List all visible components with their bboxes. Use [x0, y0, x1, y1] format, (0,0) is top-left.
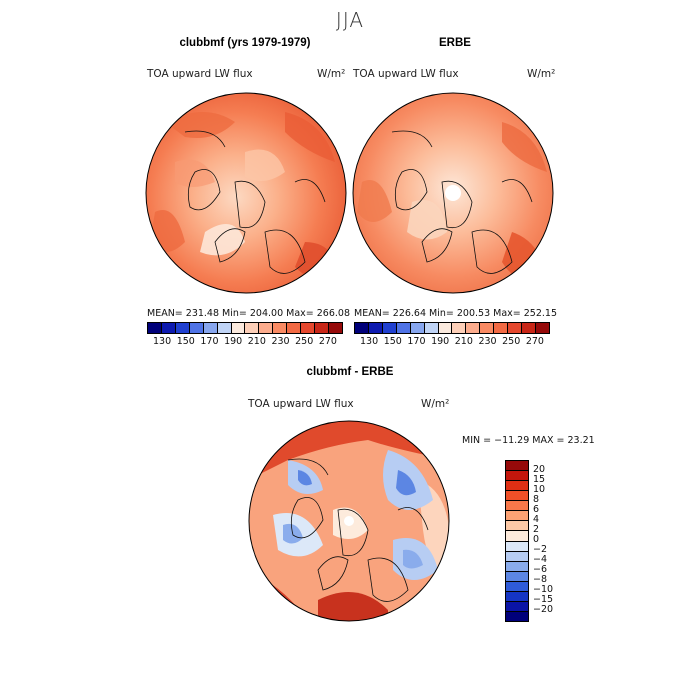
- colorbar-tick-label: 150: [176, 336, 195, 347]
- colorbar-tick-label: −8: [533, 574, 548, 585]
- colorbar-tick-label: −20: [533, 604, 554, 615]
- colorbar-swatch: [452, 323, 467, 333]
- colorbar-tick-label: 170: [200, 336, 219, 347]
- panel2-colorbar: 130 150 170 190 210 230 250 270: [354, 322, 550, 347]
- colorbar-swatch: [148, 323, 162, 333]
- colorbar-swatch: [438, 323, 453, 333]
- colorbar-swatch: [203, 323, 218, 333]
- colorbar-swatch: [506, 591, 528, 602]
- colorbar-tick-label: 10: [533, 484, 546, 495]
- panel1-subtitle: TOA upward LW flux: [147, 68, 253, 80]
- colorbar-swatch: [396, 323, 411, 333]
- diff-title: clubbmf - ERBE: [306, 366, 394, 378]
- diff-colorbar-swatches: [505, 460, 529, 622]
- colorbar-swatch: [161, 323, 176, 333]
- colorbar-swatch: [535, 323, 549, 333]
- panel1-colorbar-ticks: 130 150 170 190 210 230 250 270: [147, 336, 343, 347]
- season-title: JJA: [335, 8, 365, 32]
- colorbar-tick-label: 0: [533, 534, 540, 545]
- panel2-map: [352, 92, 554, 294]
- colorbar-tick-label: 270: [525, 336, 544, 347]
- colorbar-swatch: [506, 541, 528, 552]
- panel1-stats: MEAN= 231.48 Min= 204.00 Max= 266.08: [147, 308, 351, 319]
- diff-colorbar: [505, 460, 529, 622]
- colorbar-swatch: [506, 571, 528, 582]
- colorbar-swatch: [480, 323, 495, 333]
- colorbar-swatch: [506, 461, 528, 472]
- colorbar-swatch: [466, 323, 481, 333]
- diff-stats: MIN = −11.29 MAX = 23.21: [462, 435, 595, 446]
- colorbar-tick-label: 15: [533, 474, 546, 485]
- colorbar-tick-label: 6: [533, 504, 540, 515]
- colorbar-swatch: [506, 501, 528, 512]
- colorbar-tick-label: −6: [533, 564, 548, 575]
- colorbar-tick-label: 250: [295, 336, 314, 347]
- colorbar-tick-label: 210: [247, 336, 266, 347]
- colorbar-tick-label: 270: [318, 336, 337, 347]
- colorbar-swatch: [506, 481, 528, 492]
- colorbar-swatch: [506, 611, 528, 621]
- colorbar-tick-label: −2: [533, 544, 548, 555]
- panel2-subtitle: TOA upward LW flux: [353, 68, 459, 80]
- colorbar-swatch: [506, 491, 528, 502]
- colorbar-swatch: [273, 323, 288, 333]
- diff-subtitle: TOA upward LW flux: [248, 398, 354, 410]
- colorbar-tick-label: 190: [431, 336, 450, 347]
- colorbar-swatch: [259, 323, 274, 333]
- colorbar-swatch: [287, 323, 302, 333]
- colorbar-swatch: [424, 323, 439, 333]
- colorbar-swatch: [189, 323, 204, 333]
- colorbar-swatch: [506, 471, 528, 482]
- colorbar-tick-label: 170: [407, 336, 426, 347]
- colorbar-swatch: [508, 323, 523, 333]
- panel1-title: clubbmf (yrs 1979-1979): [179, 37, 311, 49]
- colorbar-swatch: [217, 323, 232, 333]
- colorbar-tick-label: 8: [533, 494, 540, 505]
- colorbar-tick-label: 2: [533, 524, 540, 535]
- colorbar-swatch: [506, 601, 528, 612]
- colorbar-swatch: [506, 551, 528, 562]
- colorbar-tick-label: 230: [478, 336, 497, 347]
- colorbar-swatch: [355, 323, 369, 333]
- diff-map: [248, 420, 450, 622]
- colorbar-swatch: [506, 521, 528, 532]
- diff-units: W/m²: [421, 398, 450, 410]
- colorbar-swatch: [506, 561, 528, 572]
- colorbar-swatch: [382, 323, 397, 333]
- colorbar-swatch: [315, 323, 329, 333]
- colorbar-swatch: [328, 323, 342, 333]
- colorbar-swatch: [301, 323, 316, 333]
- colorbar-tick-label: 4: [533, 514, 540, 525]
- colorbar-swatch: [522, 323, 536, 333]
- colorbar-tick-label: 130: [153, 336, 172, 347]
- colorbar-tick-label: 230: [271, 336, 290, 347]
- colorbar-swatch: [494, 323, 509, 333]
- colorbar-swatch: [175, 323, 190, 333]
- colorbar-swatch: [506, 531, 528, 542]
- panel1-colorbar-swatches: [147, 322, 343, 334]
- panel2-colorbar-ticks: 130 150 170 190 210 230 250 270: [354, 336, 550, 347]
- colorbar-tick-label: 210: [454, 336, 473, 347]
- panel1-colorbar: 130 150 170 190 210 230 250 270: [147, 322, 343, 347]
- colorbar-swatch: [506, 511, 528, 522]
- colorbar-swatch: [231, 323, 246, 333]
- colorbar-tick-label: 150: [383, 336, 402, 347]
- panel2-units: W/m²: [527, 68, 556, 80]
- panel2-title: ERBE: [439, 37, 471, 49]
- colorbar-tick-label: 190: [224, 336, 243, 347]
- colorbar-swatch: [410, 323, 425, 333]
- panel1-map: [145, 92, 347, 294]
- colorbar-tick-label: −10: [533, 584, 554, 595]
- colorbar-tick-label: 250: [502, 336, 521, 347]
- colorbar-swatch: [506, 581, 528, 592]
- panel2-stats: MEAN= 226.64 Min= 200.53 Max= 252.15: [354, 308, 558, 319]
- colorbar-tick-label: −4: [533, 554, 548, 565]
- panel1-units: W/m²: [317, 68, 346, 80]
- panel2-colorbar-swatches: [354, 322, 550, 334]
- colorbar-swatch: [368, 323, 383, 333]
- colorbar-tick-label: 130: [360, 336, 379, 347]
- colorbar-tick-label: 20: [533, 464, 546, 475]
- colorbar-tick-label: −15: [533, 594, 554, 605]
- colorbar-swatch: [245, 323, 260, 333]
